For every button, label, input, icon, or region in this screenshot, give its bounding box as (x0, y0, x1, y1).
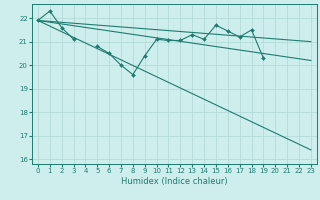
X-axis label: Humidex (Indice chaleur): Humidex (Indice chaleur) (121, 177, 228, 186)
